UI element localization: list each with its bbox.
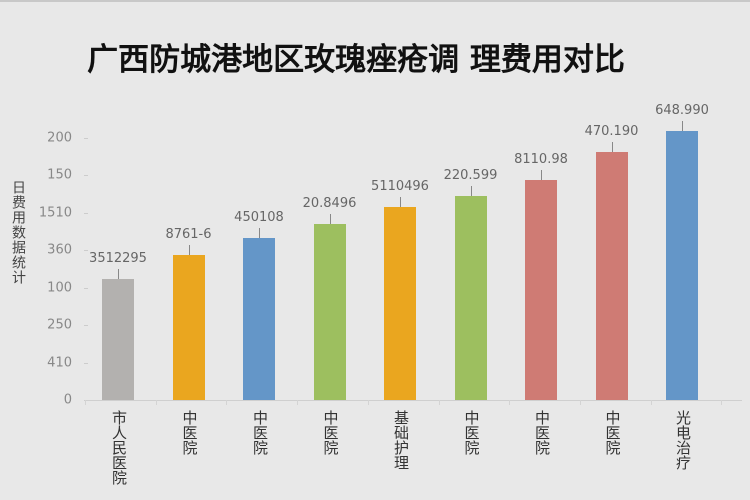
label-leader-line bbox=[611, 142, 613, 153]
x-tick-mark bbox=[155, 400, 157, 405]
bar-value-label: 8761-6 bbox=[165, 226, 212, 242]
y-tick-mark bbox=[84, 175, 88, 177]
x-category-label: 中医院 bbox=[321, 410, 340, 455]
x-tick-mark bbox=[650, 400, 652, 405]
x-tick-mark bbox=[226, 400, 228, 405]
bar[interactable] bbox=[384, 207, 416, 400]
bar-value-label: 470.190 bbox=[584, 124, 639, 140]
y-tick-mark bbox=[84, 212, 88, 214]
x-tick-mark bbox=[509, 400, 511, 405]
bar[interactable] bbox=[595, 152, 628, 400]
y-tick-label: 250 bbox=[47, 317, 72, 333]
bar-value-label: 648.990 bbox=[655, 103, 709, 119]
x-axis bbox=[85, 400, 742, 401]
chart-title: 广西防城港地区玫瑰痤疮调 理费用对比 bbox=[87, 42, 625, 78]
y-tick-mark bbox=[84, 287, 88, 289]
label-leader-line bbox=[470, 185, 472, 196]
y-axis-label: 日费用数据统计 bbox=[10, 180, 26, 285]
y-tick-label: 0 bbox=[63, 392, 72, 408]
bar-value-label: 220.599 bbox=[443, 167, 498, 183]
bar-value-label: 20.8496 bbox=[302, 196, 357, 212]
y-tick-mark bbox=[84, 362, 88, 364]
y-tick-label: 200 bbox=[47, 130, 72, 146]
x-tick-mark bbox=[721, 400, 723, 405]
bar-value-label: 8110.98 bbox=[514, 151, 568, 167]
y-tick-label: 150 bbox=[47, 167, 72, 183]
label-leader-line bbox=[118, 269, 119, 280]
x-category-label: 光电治疗 bbox=[674, 410, 692, 470]
bar[interactable] bbox=[313, 224, 346, 400]
bar-value-label: 3512295 bbox=[89, 251, 147, 267]
x-tick-mark bbox=[85, 400, 86, 405]
bar[interactable] bbox=[525, 179, 557, 400]
label-leader-line bbox=[541, 169, 542, 180]
y-tick-mark bbox=[84, 250, 88, 252]
y-tick-mark bbox=[84, 138, 88, 139]
x-category-label: 市人民医院 bbox=[110, 410, 128, 485]
bar[interactable] bbox=[454, 195, 487, 400]
label-leader-line bbox=[400, 197, 401, 208]
x-category-label: 中医院 bbox=[180, 410, 199, 455]
x-tick-mark bbox=[438, 400, 440, 405]
x-category-label: 中医院 bbox=[603, 410, 622, 455]
bar[interactable] bbox=[102, 279, 134, 400]
bar-value-label: 450108 bbox=[234, 209, 284, 225]
x-category-label: 中医院 bbox=[533, 410, 551, 455]
bar-value-label: 5110496 bbox=[371, 179, 429, 195]
y-tick-label: 100 bbox=[47, 280, 72, 296]
bar[interactable] bbox=[243, 237, 275, 400]
x-tick-mark bbox=[297, 400, 299, 405]
x-category-label: 中医院 bbox=[462, 410, 481, 455]
x-tick-mark bbox=[579, 400, 581, 405]
label-leader-line bbox=[329, 214, 331, 225]
bar[interactable] bbox=[666, 131, 698, 400]
y-tick-mark bbox=[84, 325, 88, 327]
y-tick-label: 360 bbox=[47, 242, 72, 258]
bar[interactable] bbox=[172, 254, 205, 400]
y-tick-label: 410 bbox=[47, 355, 72, 371]
top-edge bbox=[0, 0, 750, 2]
label-leader-line bbox=[188, 244, 190, 255]
x-category-label: 中医院 bbox=[251, 410, 269, 455]
label-leader-line bbox=[682, 121, 683, 132]
label-leader-line bbox=[259, 227, 260, 238]
x-tick-mark bbox=[367, 400, 369, 405]
y-tick-label: 1510 bbox=[38, 205, 72, 221]
x-category-label: 基础护理 bbox=[392, 410, 410, 470]
